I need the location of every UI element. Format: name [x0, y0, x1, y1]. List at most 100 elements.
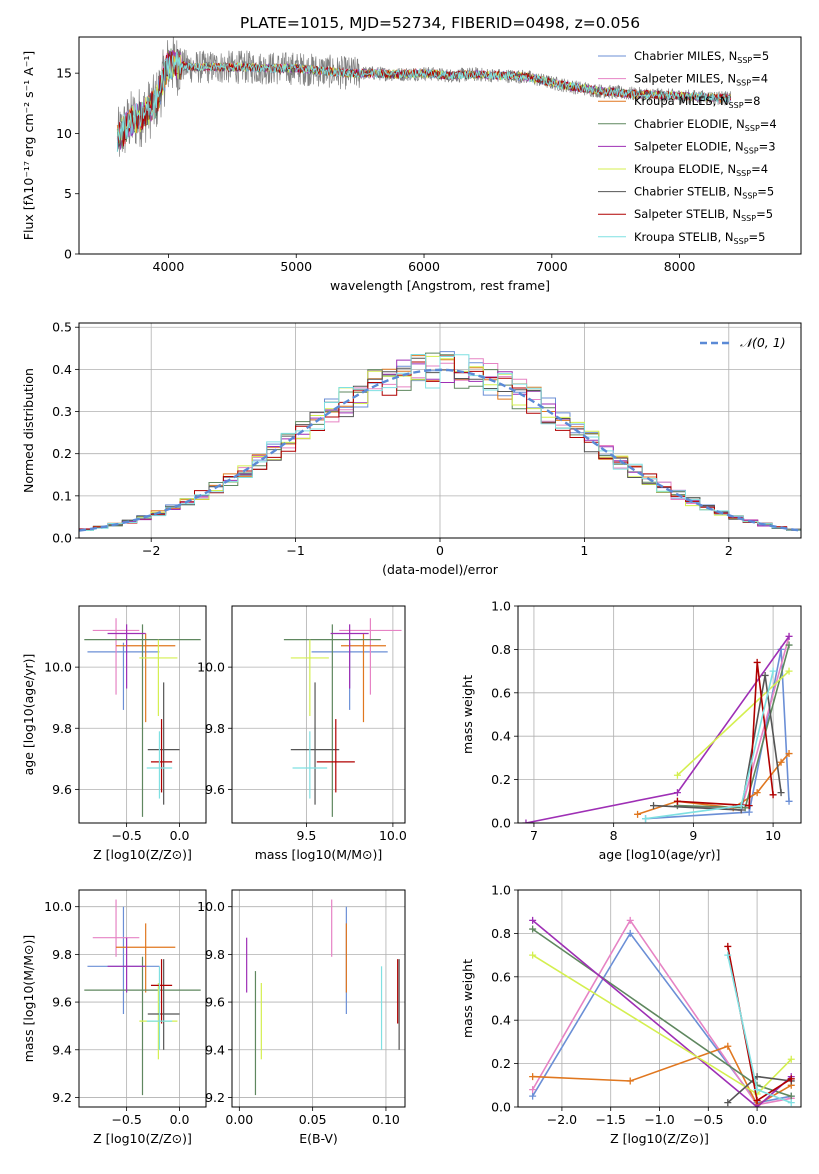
x-tick-label: 10: [765, 828, 781, 843]
plot-area: [232, 606, 405, 823]
series-marker-kroupa_miles: [724, 1042, 732, 1050]
x-tick-label: 0.05: [299, 1112, 327, 1127]
x-tick-label: 4000: [153, 259, 185, 274]
y-tick-label: 0.4: [491, 729, 511, 744]
panel-border: [78, 889, 207, 1108]
y-tick-label: 0.0: [491, 816, 511, 831]
y-tick-label: 15: [56, 66, 72, 81]
errorbar-point-salpeter_elodie: [107, 937, 146, 993]
x-tick-label: 0.0: [170, 1112, 190, 1127]
series-marker-salpeter_elodie: [673, 789, 681, 797]
series-marker-kroupa_elodie: [787, 1055, 795, 1063]
chart-panel-4: 9.5 10.0 9.6 9.8 10.0 mass [log10(M/M⊙)]: [197, 605, 407, 862]
series-marker-kroupa_elodie: [673, 771, 681, 779]
plot-area: [79, 890, 206, 1107]
x-tick-label: 0.00: [225, 1112, 253, 1127]
panel-border: [78, 605, 207, 824]
series-marker-kroupa_stelib: [642, 815, 650, 823]
series-marker-kroupa_miles: [785, 750, 793, 758]
x-tick-label: 7: [530, 828, 538, 843]
panel-border: [517, 605, 802, 824]
legend-entry-kroupa_miles: Kroupa MILES, NSSP=8: [634, 94, 760, 110]
series-marker-chabrier_miles: [745, 808, 753, 816]
x-tick-label: 0.10: [372, 1112, 400, 1127]
chart-panel-3: −0.5 0.0 9.6 9.8 10.0 Z [log10(Z/Z⊙)] age [log…: [21, 605, 207, 862]
model-spectrum-kroupa_stelib: [116, 51, 732, 153]
y-axis-label: age [log10(age/yr)]: [21, 654, 36, 776]
y-tick-label: 10.0: [44, 660, 72, 675]
errorbar-point-salpeter_miles: [92, 899, 140, 957]
y-tick-label: 0.0: [52, 531, 72, 546]
series-marker-kroupa_elodie: [529, 951, 537, 959]
x-axis-label: E(B-V): [299, 1131, 338, 1146]
y-axis-label: mass weight: [460, 675, 475, 754]
y-tick-label: 0.8: [491, 926, 511, 941]
errorbar-point-chabrier_stelib: [147, 959, 180, 1050]
errorbar-point-kroupa_stelib: [146, 966, 173, 1050]
errorbar-point-salpeter_stelib: [150, 719, 173, 793]
figure-title: PLATE=1015, MJD=52734, FIBERID=0498, z=0…: [240, 14, 640, 32]
y-tick-label: 9.2: [52, 1090, 72, 1105]
chart-panel-5: 7 8 9 10 0.0 0.2 0.4 0.6 0.8 1.0 age [log10(age/yr…: [460, 599, 802, 862]
x-tick-label: −1.5: [596, 1112, 626, 1127]
x-tick-label: 1: [580, 543, 588, 558]
series-marker-chabrier_miles: [626, 929, 634, 937]
y-tick-label: 10.0: [197, 899, 225, 914]
chart-panel-2: −2 −1 0 1 2 0.0 0.1 0.2 0.3 0.4 0.5 (data-model)/er…: [21, 320, 802, 577]
legend-entry-kroupa_elodie: Kroupa ELODIE, NSSP=4: [634, 162, 768, 178]
series-line-chabrier_miles: [531, 931, 792, 1104]
plot-area: [79, 606, 206, 823]
chart-panel-1: 4000 5000 6000 7000 8000 0 5 10 15 wavelength [An…: [21, 36, 802, 293]
series-marker-chabrier_elodie: [785, 641, 793, 649]
legend-entry-salpeter_stelib: Salpeter STELIB, NSSP=5: [634, 207, 773, 223]
x-tick-label: 0.0: [170, 828, 190, 843]
x-axis-label: Z [log10(Z/Z⊙)]: [93, 1131, 192, 1146]
y-tick-label: 0.2: [491, 772, 511, 787]
errorbar-point-salpeter_miles: [339, 618, 402, 695]
series-marker-salpeter_elodie: [753, 1103, 761, 1107]
series-marker-chabrier_elodie: [787, 1092, 795, 1100]
x-tick-label: −0.5: [693, 1112, 723, 1127]
panel-border: [78, 322, 802, 539]
y-tick-label: 10.0: [197, 660, 225, 675]
x-tick-label: 8000: [664, 259, 696, 274]
errorbar-point-kroupa_stelib: [146, 731, 173, 799]
y-axis-label: Flux [fλ10⁻¹⁷ erg cm⁻² s⁻¹ A⁻¹]: [21, 51, 36, 240]
y-axis-label: Normed distribution: [21, 368, 36, 493]
y-tick-label: 9.2: [205, 1090, 225, 1105]
x-tick-label: 0.0: [747, 1112, 767, 1127]
errorbar-point-chabrier_miles: [87, 642, 160, 710]
y-tick-label: 0.0: [491, 1100, 511, 1115]
series-marker-kroupa_elodie: [785, 667, 793, 675]
series-line-kroupa_miles: [637, 753, 790, 816]
x-axis-label: (data-model)/error: [382, 562, 499, 577]
x-tick-label: 5000: [280, 259, 312, 274]
y-tick-label: 9.6: [205, 995, 225, 1010]
plot-area: [232, 890, 405, 1107]
y-tick-label: 0.1: [52, 488, 72, 503]
legend-entry-salpeter_miles: Salpeter MILES, NSSP=4: [634, 72, 768, 88]
series-marker-chabrier_elodie: [529, 925, 537, 933]
x-tick-label: 10.0: [379, 828, 407, 843]
series-marker-kroupa_miles: [529, 1073, 537, 1081]
legend-entry-chabrier_elodie: Chabrier ELODIE, NSSP=4: [634, 117, 777, 133]
series-marker-kroupa_miles: [634, 810, 642, 818]
x-tick-label: 6000: [408, 259, 440, 274]
chart-panel-6: −0.5 0.0 9.2 9.4 9.6 9.8 10.0 Z [log10(Z/Z⊙)] ma…: [21, 889, 207, 1146]
series-line-salpeter_stelib: [677, 662, 774, 807]
errorbar-point-chabrier_miles: [87, 906, 160, 1014]
x-axis-label: wavelength [Angstrom, rest frame]: [330, 278, 550, 293]
errorbar-point-kroupa_miles: [340, 633, 386, 723]
series-marker-chabrier_stelib: [724, 1099, 732, 1107]
series-marker-salpeter_stelib: [769, 791, 777, 799]
panel-border: [517, 889, 802, 1108]
y-tick-label: 0: [64, 247, 72, 262]
errorbar-point-salpeter_elodie: [107, 624, 146, 689]
y-tick-label: 9.8: [205, 721, 225, 736]
y-tick-label: 0.5: [52, 320, 72, 335]
y-tick-label: 1.0: [491, 599, 511, 614]
errorbar-point-salpeter_stelib: [150, 959, 173, 1024]
series-marker-salpeter_elodie: [522, 819, 530, 823]
y-tick-label: 9.8: [52, 721, 72, 736]
